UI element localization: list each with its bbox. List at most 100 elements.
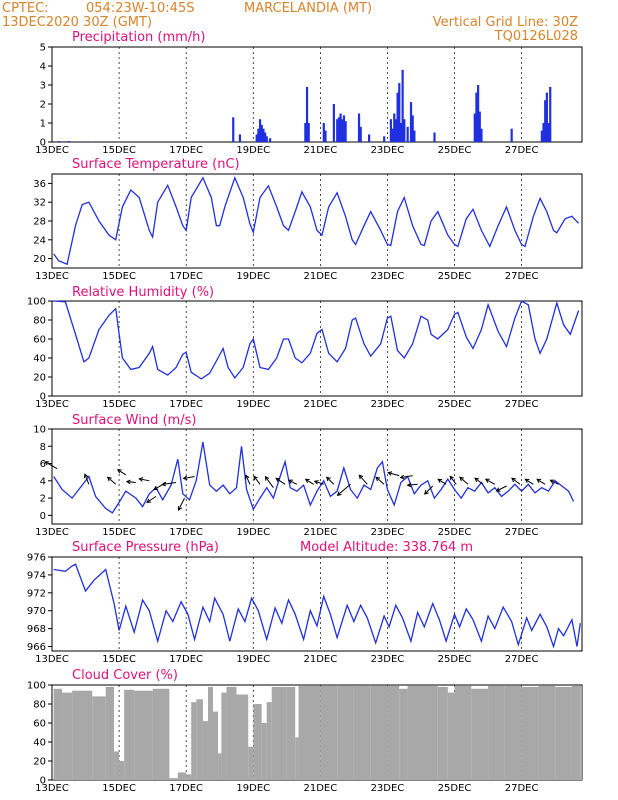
x-tick-label: 15DEC <box>102 145 136 156</box>
precip-bar <box>337 117 341 142</box>
precip-bar <box>480 128 483 142</box>
x-tick-label: 15DEC <box>102 783 136 794</box>
precip-bar <box>389 119 392 142</box>
x-tick-label: 19DEC <box>236 271 270 282</box>
wind-vector <box>116 469 127 476</box>
y-tick-label: 8 <box>40 442 46 453</box>
header-coords: 054:23W-10:45S <box>86 1 194 16</box>
x-tick-label: 17DEC <box>169 783 203 794</box>
cloud-bar <box>261 723 267 780</box>
cloud-bar <box>119 761 125 780</box>
precip-bar <box>398 83 401 142</box>
x-tick-label: 17DEC <box>169 527 203 538</box>
cloud-bar <box>286 686 296 780</box>
wind-vector <box>423 485 434 495</box>
wind-vector <box>177 497 185 512</box>
wind-vector <box>245 474 251 485</box>
x-tick-label: 27DEC <box>505 145 539 156</box>
cloud-bar <box>196 699 203 780</box>
temperature-frame <box>51 173 583 269</box>
precip-bar <box>342 115 346 142</box>
x-tick-label: 25DEC <box>438 783 472 794</box>
x-tick-label: 15DEC <box>102 399 136 410</box>
precip-bar <box>403 119 406 142</box>
cloud-bar <box>437 686 448 780</box>
wind-vector <box>511 477 521 485</box>
precip-bar <box>339 113 342 142</box>
y-tick-label: 80 <box>33 700 46 711</box>
cloud-bar <box>114 751 120 780</box>
pressure-frame <box>51 556 583 652</box>
y-tick-label: 3 <box>40 81 46 92</box>
wind-frame <box>51 428 583 525</box>
wind-vector <box>264 475 274 489</box>
header-grid-note: Vertical Grid Line: 30Z <box>433 15 578 30</box>
wind-vector <box>287 479 298 485</box>
x-tick-label: 19DEC <box>236 527 270 538</box>
cloud-bar <box>253 704 262 780</box>
cloud-bar <box>186 774 192 780</box>
y-tick-label: 20 <box>33 757 46 768</box>
cloud-bar <box>152 688 170 780</box>
cloud-bar <box>202 721 208 780</box>
cloud-bar <box>226 686 237 780</box>
x-tick-label: 15DEC <box>102 654 136 665</box>
y-tick-label: 24 <box>33 235 46 246</box>
x-tick-label: 13DEC <box>35 527 69 538</box>
cloud-bar <box>471 688 489 780</box>
precip-bar <box>433 132 436 142</box>
cloud-bar <box>521 686 539 780</box>
y-tick-label: 100 <box>27 681 46 692</box>
cloud-bar <box>353 685 371 780</box>
x-tick-label: 23DEC <box>371 399 405 410</box>
cloud-bar <box>124 689 135 780</box>
x-tick-label: 13DEC <box>35 654 69 665</box>
precip-bar <box>269 138 272 142</box>
wind-vector <box>146 495 157 503</box>
precip-bar <box>359 126 362 142</box>
y-tick-label: 972 <box>27 588 46 599</box>
x-tick-label: 23DEC <box>371 527 405 538</box>
x-tick-label: 25DEC <box>438 399 472 410</box>
y-tick-label: 80 <box>33 316 46 327</box>
x-tick-label: 13DEC <box>35 399 69 410</box>
precip-bar <box>411 115 414 142</box>
x-tick-label: 27DEC <box>505 399 539 410</box>
wind-vector <box>313 480 324 485</box>
precip-bar <box>547 123 550 142</box>
y-tick-label: 2 <box>40 494 46 505</box>
cloud-bar <box>504 685 522 780</box>
y-tick-label: 40 <box>33 354 46 365</box>
cloud-bar <box>454 685 472 780</box>
y-tick-label: 0 <box>40 511 46 522</box>
cloud-bar <box>248 746 254 780</box>
y-tick-label: 6 <box>40 459 46 470</box>
y-tick-label: 0 <box>40 392 46 403</box>
cloud-bar <box>207 686 214 780</box>
header-code: TQ0126L028 <box>494 29 578 44</box>
cloud-bar <box>488 685 505 780</box>
precip-bar <box>477 85 480 142</box>
series-line <box>53 300 580 380</box>
cloud-bar <box>221 692 227 780</box>
humidity-title: Relative Humidity (%) <box>72 285 214 300</box>
precip-bar <box>542 123 545 142</box>
x-tick-label: 21DEC <box>303 145 337 156</box>
y-tick-label: 4 <box>40 476 46 487</box>
x-tick-label: 17DEC <box>169 399 203 410</box>
cloud-bar <box>271 686 287 780</box>
wind-vector <box>44 461 58 470</box>
wind-vector <box>125 479 136 485</box>
cloud-bar <box>92 696 106 780</box>
y-tick-label: 100 <box>27 297 46 308</box>
wind-vector <box>83 473 90 485</box>
precip-bar <box>258 119 262 142</box>
precip-bar <box>91 141 94 142</box>
y-tick-label: 36 <box>33 179 46 190</box>
y-tick-label: 10 <box>33 425 46 436</box>
x-tick-label: 25DEC <box>438 271 472 282</box>
y-tick-label: 40 <box>33 738 46 749</box>
y-tick-label: 20 <box>33 373 46 384</box>
precip-bar <box>255 134 258 142</box>
x-tick-label: 17DEC <box>169 654 203 665</box>
